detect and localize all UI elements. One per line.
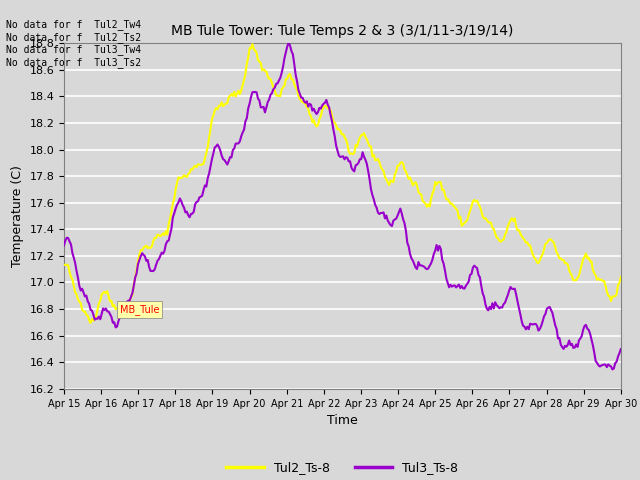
Legend: Tul2_Ts-8, Tul3_Ts-8: Tul2_Ts-8, Tul3_Ts-8 [221,456,463,480]
Text: MB_Tule: MB_Tule [120,304,159,314]
Title: MB Tule Tower: Tule Temps 2 & 3 (3/1/11-3/19/14): MB Tule Tower: Tule Temps 2 & 3 (3/1/11-… [172,24,513,38]
Y-axis label: Temperature (C): Temperature (C) [11,165,24,267]
Text: No data for f  Tul2_Tw4
No data for f  Tul2_Ts2
No data for f  Tul3_Tw4
No data : No data for f Tul2_Tw4 No data for f Tul… [6,19,141,68]
X-axis label: Time: Time [327,414,358,427]
